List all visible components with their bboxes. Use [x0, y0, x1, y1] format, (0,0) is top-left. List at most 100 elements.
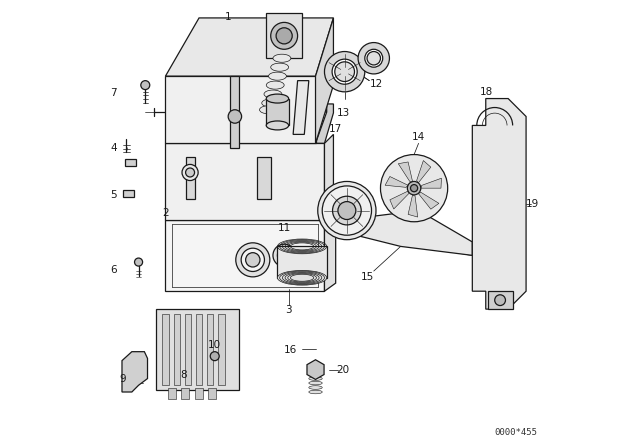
Text: 6: 6	[111, 265, 117, 275]
Polygon shape	[398, 162, 413, 181]
Polygon shape	[165, 143, 324, 220]
Polygon shape	[324, 134, 333, 220]
Circle shape	[407, 181, 421, 195]
Polygon shape	[385, 177, 408, 187]
Circle shape	[318, 181, 376, 240]
Ellipse shape	[308, 390, 323, 394]
Ellipse shape	[266, 81, 284, 89]
Circle shape	[241, 248, 264, 271]
Circle shape	[134, 258, 143, 266]
Ellipse shape	[266, 94, 289, 103]
Polygon shape	[278, 246, 327, 278]
Polygon shape	[316, 104, 333, 143]
Circle shape	[410, 185, 418, 192]
Ellipse shape	[308, 386, 323, 389]
Circle shape	[246, 253, 260, 267]
Polygon shape	[185, 314, 191, 385]
Text: 5: 5	[111, 190, 117, 200]
Circle shape	[380, 155, 448, 222]
Text: 20: 20	[336, 365, 349, 375]
Circle shape	[367, 52, 380, 65]
Circle shape	[365, 49, 383, 67]
Circle shape	[495, 295, 506, 306]
Circle shape	[278, 249, 291, 262]
Polygon shape	[163, 314, 168, 385]
Text: 13: 13	[337, 108, 350, 118]
Polygon shape	[181, 388, 189, 399]
Text: 17: 17	[329, 124, 342, 134]
Ellipse shape	[308, 381, 323, 385]
Ellipse shape	[266, 121, 289, 130]
Polygon shape	[417, 160, 431, 183]
Ellipse shape	[271, 63, 289, 71]
Circle shape	[271, 22, 298, 49]
Text: 16: 16	[284, 345, 298, 355]
Polygon shape	[266, 13, 302, 58]
Text: 8: 8	[180, 370, 187, 380]
Polygon shape	[218, 314, 225, 385]
Polygon shape	[266, 99, 289, 125]
Ellipse shape	[262, 99, 280, 107]
Polygon shape	[316, 18, 333, 143]
Circle shape	[323, 186, 372, 235]
Text: 14: 14	[412, 132, 425, 142]
Circle shape	[141, 81, 150, 90]
Polygon shape	[165, 220, 324, 291]
Polygon shape	[165, 195, 329, 220]
Polygon shape	[419, 192, 439, 209]
Circle shape	[186, 168, 195, 177]
Polygon shape	[324, 211, 336, 291]
Polygon shape	[208, 388, 216, 399]
Polygon shape	[347, 211, 472, 255]
Ellipse shape	[278, 271, 327, 285]
Circle shape	[332, 59, 357, 84]
Polygon shape	[207, 314, 213, 385]
Circle shape	[228, 110, 242, 123]
Polygon shape	[122, 352, 148, 392]
Polygon shape	[195, 388, 203, 399]
Polygon shape	[125, 159, 136, 166]
Text: 4: 4	[111, 143, 117, 153]
Polygon shape	[186, 157, 195, 199]
Circle shape	[333, 196, 361, 225]
Circle shape	[211, 352, 220, 361]
Ellipse shape	[264, 90, 282, 98]
Circle shape	[358, 43, 389, 74]
Ellipse shape	[308, 372, 323, 376]
Polygon shape	[165, 18, 333, 76]
Polygon shape	[488, 291, 513, 309]
Text: 10: 10	[208, 340, 221, 350]
Polygon shape	[390, 191, 408, 209]
Text: 18: 18	[480, 87, 493, 97]
Ellipse shape	[273, 54, 291, 62]
Ellipse shape	[269, 72, 287, 80]
Polygon shape	[257, 157, 271, 199]
Ellipse shape	[308, 377, 323, 380]
Polygon shape	[165, 76, 316, 143]
Text: 15: 15	[360, 272, 374, 282]
Text: 3: 3	[285, 305, 292, 315]
Text: 1: 1	[225, 12, 232, 22]
Polygon shape	[196, 314, 202, 385]
Circle shape	[236, 243, 270, 277]
Circle shape	[324, 52, 365, 92]
Circle shape	[335, 62, 355, 82]
Polygon shape	[421, 178, 442, 188]
Polygon shape	[293, 81, 309, 134]
Text: 7: 7	[111, 88, 117, 98]
Text: 0000*455: 0000*455	[494, 428, 538, 437]
Polygon shape	[157, 309, 239, 390]
Polygon shape	[173, 314, 180, 385]
Text: 9: 9	[120, 374, 126, 383]
Polygon shape	[123, 190, 134, 197]
Polygon shape	[408, 195, 418, 217]
Circle shape	[338, 202, 356, 220]
Text: 12: 12	[369, 79, 383, 89]
Text: 2: 2	[162, 208, 169, 218]
Polygon shape	[230, 76, 239, 148]
Circle shape	[276, 28, 292, 44]
Text: 19: 19	[526, 199, 540, 209]
Ellipse shape	[260, 106, 278, 114]
Circle shape	[182, 164, 198, 181]
Polygon shape	[168, 388, 176, 399]
